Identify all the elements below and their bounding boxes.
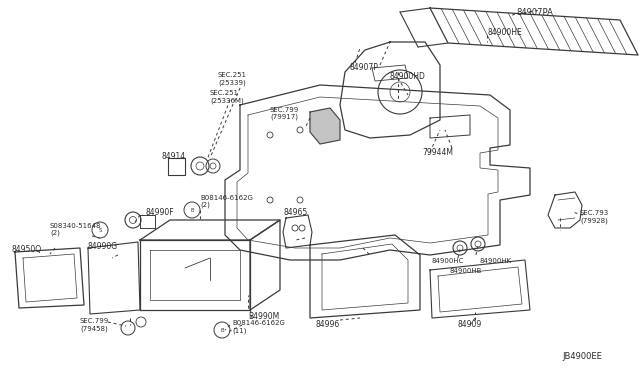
Text: 84900HK: 84900HK (480, 258, 512, 264)
Polygon shape (310, 108, 340, 144)
Text: 79944M: 79944M (422, 148, 453, 157)
Text: 84965: 84965 (284, 208, 308, 217)
Text: B4990M: B4990M (248, 312, 279, 321)
Text: S08340-51648
(2): S08340-51648 (2) (50, 223, 102, 237)
Text: 84996: 84996 (315, 320, 339, 329)
Text: 84909: 84909 (458, 320, 483, 329)
Text: SEC.799
(79458): SEC.799 (79458) (80, 318, 109, 331)
Text: 84900HC: 84900HC (432, 258, 465, 264)
Text: 84900HD: 84900HD (390, 72, 426, 81)
Text: 84900HE: 84900HE (488, 28, 523, 37)
Text: 84907PA: 84907PA (516, 8, 553, 17)
Text: B08146-6162G
(11): B08146-6162G (11) (232, 320, 285, 334)
Text: B08146-6162G
(2): B08146-6162G (2) (200, 195, 253, 208)
Text: 84990G: 84990G (88, 242, 118, 251)
Text: JB4900EE: JB4900EE (562, 352, 602, 361)
Text: 84950Q: 84950Q (12, 245, 42, 254)
Text: SEC.793
(79928): SEC.793 (79928) (580, 210, 609, 224)
Text: SEC.251
(25336M): SEC.251 (25336M) (210, 90, 244, 103)
Text: 84907P: 84907P (350, 63, 379, 72)
Text: 84990F: 84990F (145, 208, 173, 217)
Text: SEC.799
(79917): SEC.799 (79917) (270, 107, 300, 121)
Text: 84900HB: 84900HB (450, 268, 483, 274)
Text: 84914: 84914 (162, 152, 186, 161)
Text: B: B (190, 208, 194, 212)
Text: SEC.251
(25339): SEC.251 (25339) (218, 72, 247, 86)
Text: B: B (220, 327, 224, 333)
Text: S: S (99, 228, 102, 232)
